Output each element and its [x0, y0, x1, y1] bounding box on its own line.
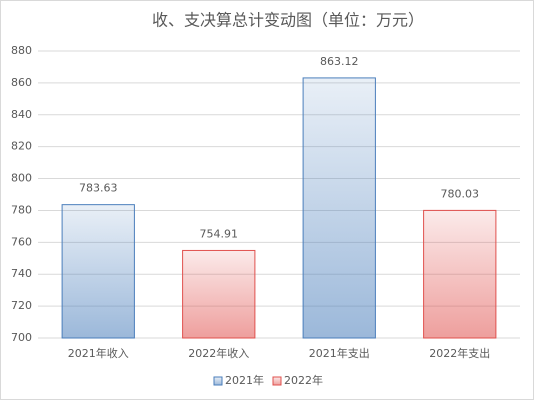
y-tick-label: 860: [11, 76, 32, 89]
chart-title: 收、支决算总计变动图（单位：万元）: [152, 11, 424, 30]
y-tick-label: 820: [11, 140, 32, 153]
y-tick-label: 760: [11, 235, 32, 248]
y-tick-label: 800: [11, 172, 32, 185]
bar: [302, 77, 376, 339]
legend-swatch: [213, 376, 223, 386]
x-tick-label: 2022年收入: [188, 346, 249, 360]
y-tick-label: 720: [11, 299, 32, 312]
y-tick-label: 840: [11, 108, 32, 121]
bar: [423, 209, 497, 339]
legend-label: 2022年: [284, 373, 323, 387]
data-label: 863.12: [320, 55, 359, 68]
x-tick-label: 2021年支出: [309, 346, 370, 360]
data-label: 780.03: [441, 187, 480, 200]
x-tick-label: 2022年支出: [429, 346, 490, 360]
legend-label: 2021年: [225, 373, 264, 387]
y-tick-label: 880: [11, 44, 32, 57]
data-label: 783.63: [79, 182, 118, 195]
data-label: 754.91: [200, 227, 239, 240]
y-tick-label: 700: [11, 331, 32, 344]
bar: [61, 204, 135, 339]
y-tick-label: 780: [11, 203, 32, 216]
bar: [182, 249, 256, 339]
y-tick-label: 740: [11, 267, 32, 280]
legend-swatch: [272, 376, 282, 386]
x-tick-label: 2021年收入: [68, 346, 129, 360]
